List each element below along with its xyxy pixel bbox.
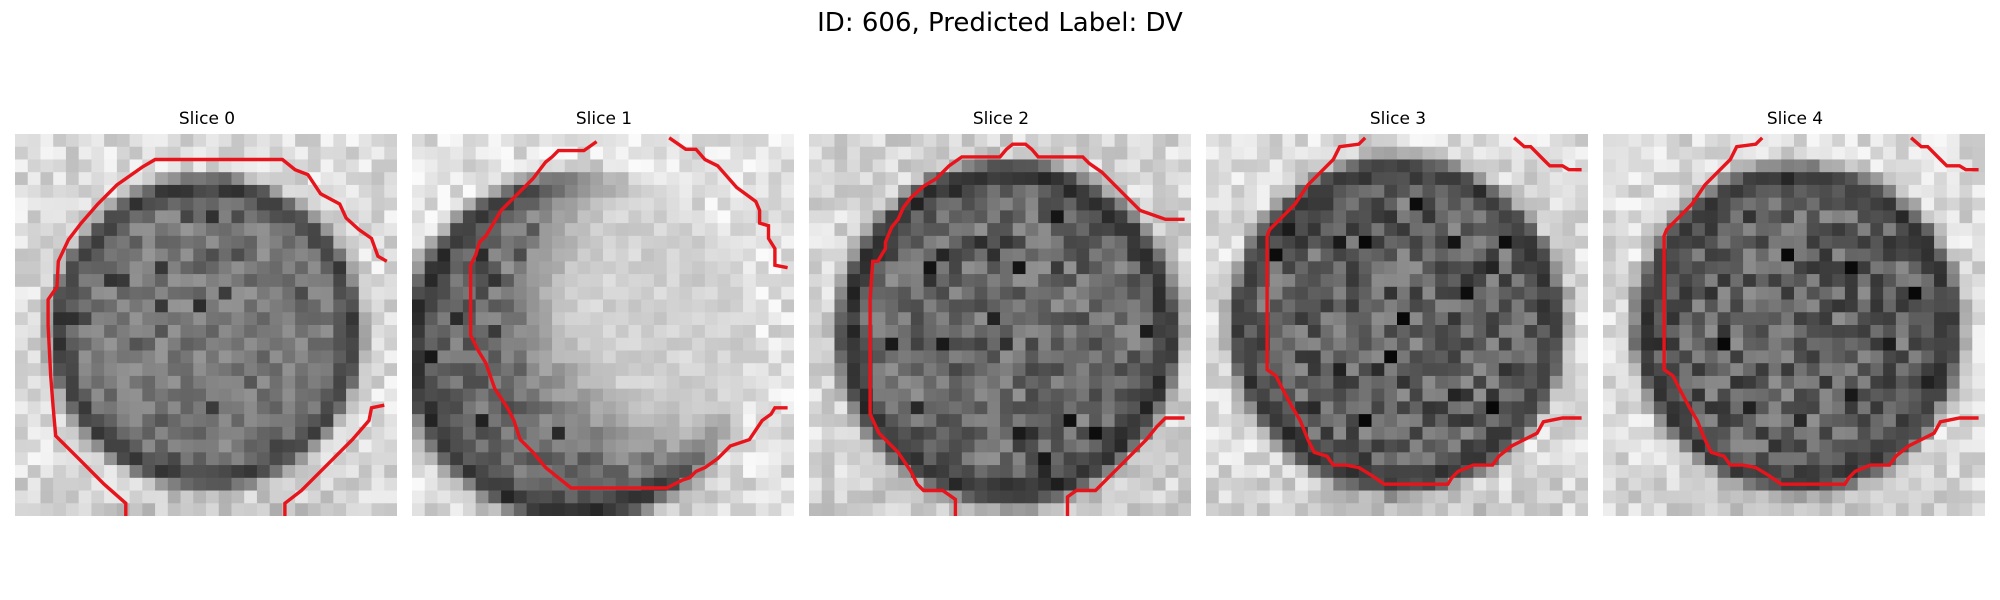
slice-image: [809, 134, 1191, 516]
segmentation-contour: [668, 136, 788, 270]
segmentation-contour: [1909, 136, 1979, 172]
slice-panel: Slice 0: [15, 108, 399, 516]
pixel-grid: [15, 134, 397, 516]
segmentation-contour: [1662, 136, 1979, 486]
slice-title: Slice 4: [1766, 109, 1824, 129]
slice-title: Slice 0: [178, 109, 236, 129]
slice-panel: Slice 3: [1206, 108, 1590, 516]
slice-image: [1206, 134, 1588, 516]
segmentation-contour: [468, 140, 788, 490]
slice-title: Slice 3: [1369, 109, 1427, 129]
segmentation-contour: [1065, 416, 1185, 516]
segmentation-contour: [283, 403, 385, 516]
segmentation-contour: [1265, 136, 1582, 486]
slice-image: [1603, 134, 1985, 516]
pixel-grid: [1206, 134, 1588, 516]
segmentation-contour: [46, 157, 388, 516]
slice-panel: Slice 4: [1603, 108, 1987, 516]
pixel-grid: [412, 134, 794, 516]
slice-title: Slice 1: [575, 109, 633, 129]
segmentation-contour: [1512, 136, 1582, 172]
pixel-grid: [809, 134, 1191, 516]
figure-title: ID: 606, Predicted Label: DV: [817, 8, 1183, 38]
slice-panel: Slice 2: [809, 108, 1193, 516]
pixel-grid: [1603, 134, 1985, 516]
slice-image: [15, 134, 397, 516]
slice-title: Slice 2: [972, 109, 1030, 129]
slice-image: [412, 134, 794, 516]
segmentation-contour: [868, 142, 1185, 516]
slice-panel: Slice 1: [412, 108, 796, 516]
